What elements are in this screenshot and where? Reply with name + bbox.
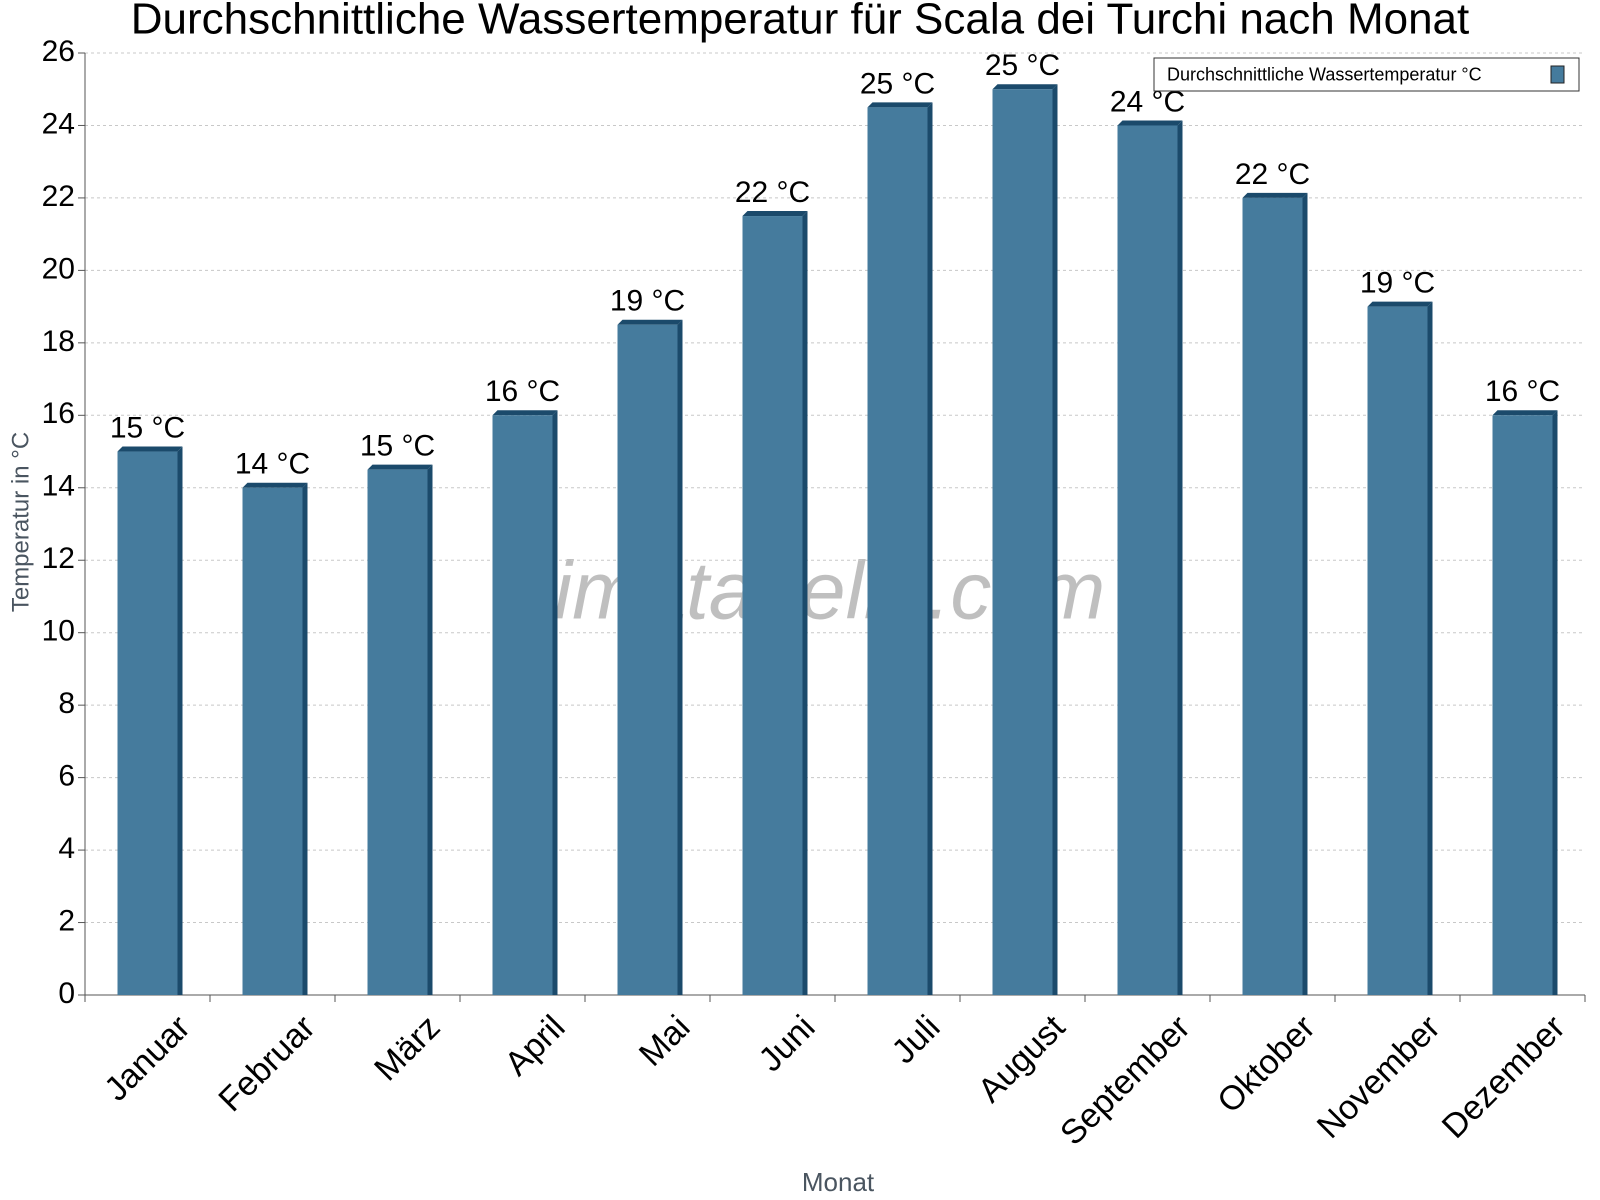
bar	[867, 107, 928, 996]
data-label: 19 °C	[610, 285, 685, 318]
y-tick-label: 0	[58, 977, 75, 1010]
data-label: 22 °C	[1235, 158, 1310, 191]
y-tick-label: 8	[58, 687, 75, 720]
bar	[992, 89, 1053, 995]
data-label: 15 °C	[360, 430, 435, 463]
bar	[1117, 125, 1178, 995]
data-label: 25 °C	[860, 67, 935, 100]
y-tick-label: 10	[42, 615, 75, 648]
bar-top	[992, 84, 1058, 90]
data-label: 19 °C	[1360, 267, 1435, 300]
bar-top	[742, 211, 808, 217]
bar-top	[492, 410, 558, 416]
y-tick-label: 24	[42, 107, 75, 140]
bar-side	[927, 102, 933, 996]
bar-top	[1492, 410, 1558, 416]
bar	[617, 324, 678, 995]
y-axis-label: Temperatur in °C	[7, 432, 34, 612]
bar-top	[367, 464, 433, 470]
bar-top	[1242, 192, 1308, 198]
bar-top	[242, 482, 308, 488]
bar	[367, 469, 428, 996]
y-tick-label: 6	[58, 760, 75, 793]
bar	[1367, 306, 1428, 996]
bar-side	[302, 482, 308, 995]
data-label: 22 °C	[735, 176, 810, 209]
bar-top	[617, 319, 683, 325]
bar-side	[802, 211, 808, 996]
data-label: 15 °C	[110, 411, 185, 444]
data-label: 16 °C	[485, 375, 560, 408]
bar-side	[1552, 410, 1558, 995]
bar-side	[552, 410, 558, 995]
data-label: 25 °C	[985, 49, 1060, 82]
y-tick-label: 20	[42, 252, 75, 285]
legend-box	[1153, 57, 1580, 92]
y-tick-label: 4	[58, 832, 75, 865]
data-label: 16 °C	[1485, 375, 1560, 408]
y-tick-label: 12	[42, 542, 75, 575]
bar-side	[177, 446, 183, 995]
bar-top	[867, 102, 933, 108]
data-label: 14 °C	[235, 448, 310, 481]
bar-side	[1177, 120, 1183, 995]
y-tick-label: 18	[42, 325, 75, 358]
bar	[492, 415, 553, 995]
bar-side	[1302, 192, 1308, 995]
y-tick-label: 2	[58, 904, 75, 937]
legend-swatch	[1550, 65, 1565, 84]
x-axis-label: Monat	[802, 1167, 875, 1197]
bar	[742, 216, 803, 996]
bar	[1242, 197, 1303, 995]
bar-top	[1117, 120, 1183, 126]
chart-title: Durchschnittliche Wassertemperatur für S…	[131, 0, 1470, 44]
bar	[242, 487, 303, 995]
bar-top	[1367, 301, 1433, 307]
bar-side	[1427, 301, 1433, 996]
legend-label: Durchschnittliche Wassertemperatur °C	[1167, 64, 1482, 84]
y-tick-label: 26	[42, 35, 75, 68]
bar-side	[677, 319, 683, 995]
bar-top	[117, 446, 183, 452]
bar-side	[1052, 84, 1058, 995]
bar	[117, 451, 178, 995]
y-tick-label: 16	[42, 397, 75, 430]
bar	[1492, 415, 1553, 995]
bar-side	[427, 464, 433, 996]
y-tick-label: 22	[42, 180, 75, 213]
y-tick-label: 14	[42, 470, 75, 503]
